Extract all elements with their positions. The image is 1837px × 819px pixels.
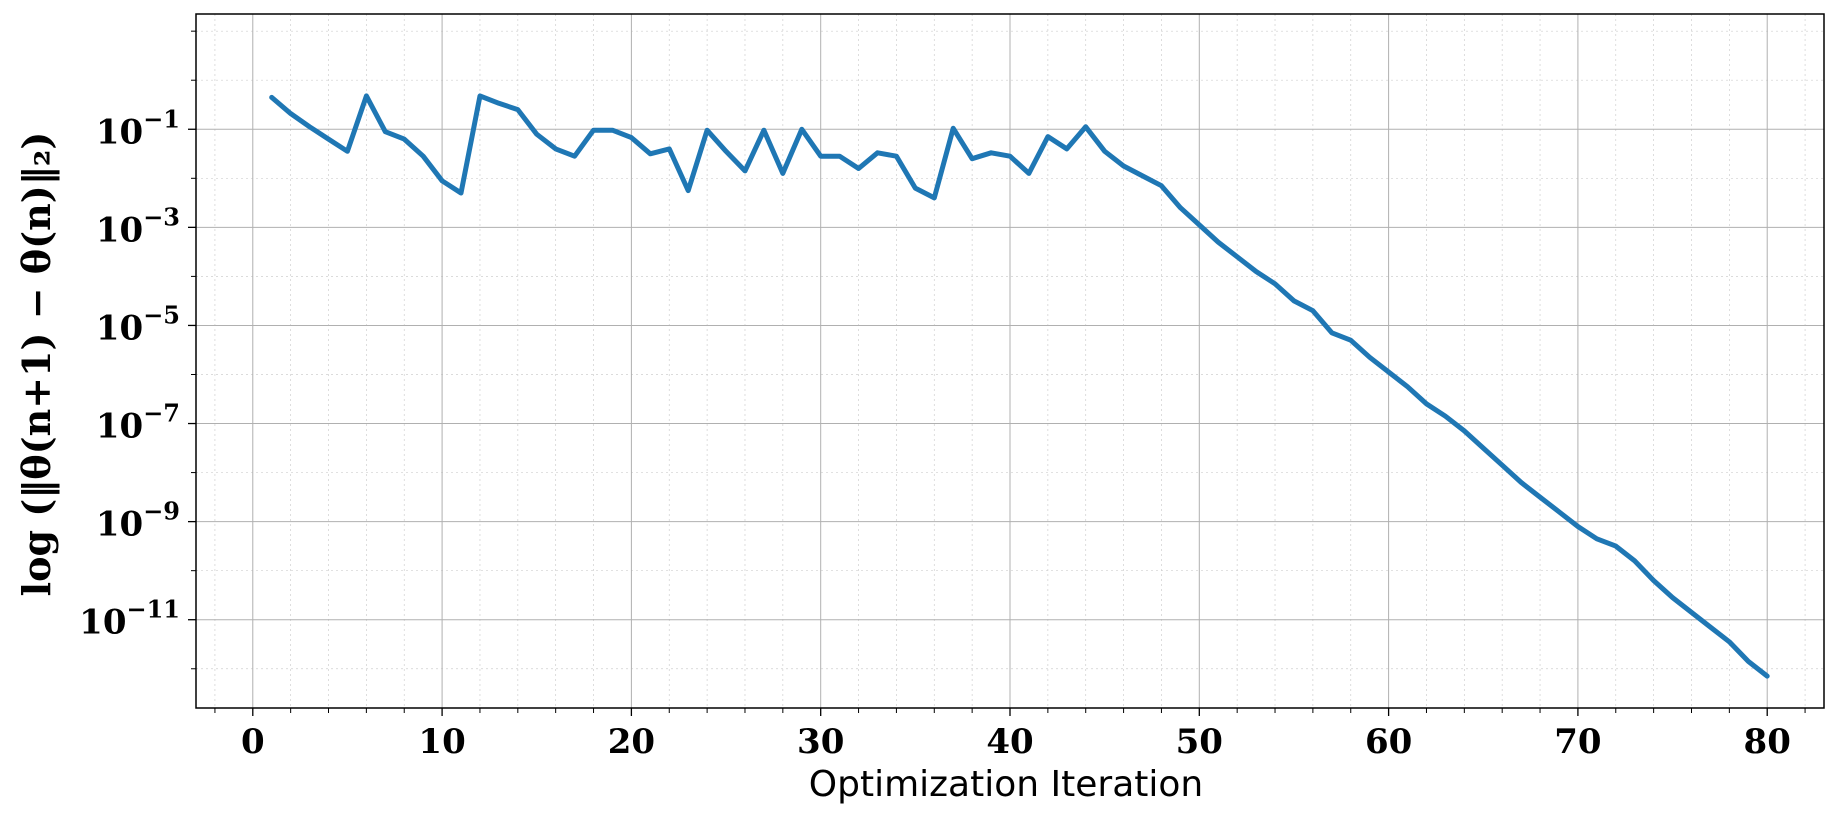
y-tick-label: 10−9	[96, 497, 180, 545]
x-tick-label: 50	[1176, 722, 1223, 762]
y-axis-label: log (‖θ(n+1) − θ(n)‖₂)	[14, 132, 59, 597]
x-tick-label: 0	[241, 722, 265, 762]
y-tick-label: 10−3	[96, 202, 180, 250]
y-tick-label: 10−1	[96, 104, 180, 152]
x-tick-label: 40	[986, 722, 1033, 762]
x-tick-label: 20	[608, 722, 655, 762]
y-tick-label: 10−5	[96, 300, 180, 348]
y-tick-label: 10−7	[96, 399, 180, 447]
series-line	[269, 93, 1770, 679]
x-tick-label: 80	[1744, 722, 1791, 762]
major-grid	[196, 14, 1824, 708]
x-tick-label: 30	[797, 722, 844, 762]
x-axis-label: Optimization Iteration	[809, 764, 1203, 805]
y-axis: 10−1 10−3 10−5 10−7 10−9 10−11	[79, 30, 196, 670]
y-tick-label: 10−11	[79, 595, 180, 643]
x-tick-label: 10	[418, 722, 465, 762]
x-axis: 0 10 20 30 40 50 60 70 80	[214, 708, 1806, 762]
series-group	[269, 93, 1770, 679]
x-tick-label: 60	[1365, 722, 1412, 762]
x-tick-label: 70	[1554, 722, 1601, 762]
